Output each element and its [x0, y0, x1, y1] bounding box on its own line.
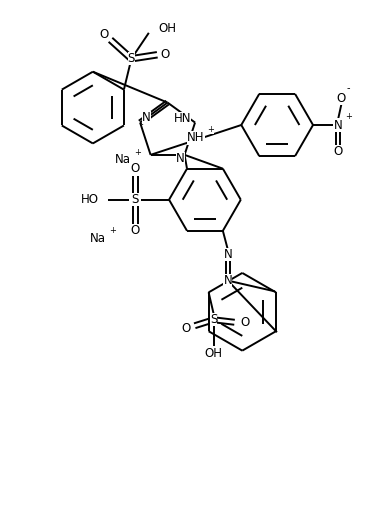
- Text: S: S: [132, 193, 139, 206]
- Text: N: N: [142, 111, 150, 124]
- Text: O: O: [131, 162, 140, 175]
- Text: N: N: [224, 274, 232, 287]
- Text: Na: Na: [90, 232, 106, 245]
- Text: -: -: [346, 83, 350, 93]
- Text: +: +: [109, 226, 116, 235]
- Text: N: N: [176, 153, 185, 165]
- Text: O: O: [100, 28, 109, 41]
- Text: Na: Na: [115, 154, 131, 166]
- Text: HN: HN: [174, 112, 191, 125]
- Text: S: S: [210, 313, 217, 326]
- Text: NH: NH: [187, 131, 205, 144]
- Text: O: O: [181, 322, 190, 334]
- Text: O: O: [160, 48, 169, 61]
- Text: O: O: [337, 92, 346, 104]
- Text: OH: OH: [205, 346, 222, 360]
- Text: O: O: [131, 224, 140, 237]
- Text: HO: HO: [81, 193, 99, 206]
- Text: +: +: [345, 112, 352, 121]
- Text: N: N: [334, 118, 342, 131]
- Text: +: +: [134, 148, 141, 157]
- Text: N: N: [224, 248, 232, 261]
- Text: +: +: [207, 125, 214, 134]
- Text: O: O: [240, 316, 249, 329]
- Text: O: O: [333, 145, 343, 158]
- Text: S: S: [128, 52, 135, 65]
- Text: OH: OH: [159, 22, 177, 35]
